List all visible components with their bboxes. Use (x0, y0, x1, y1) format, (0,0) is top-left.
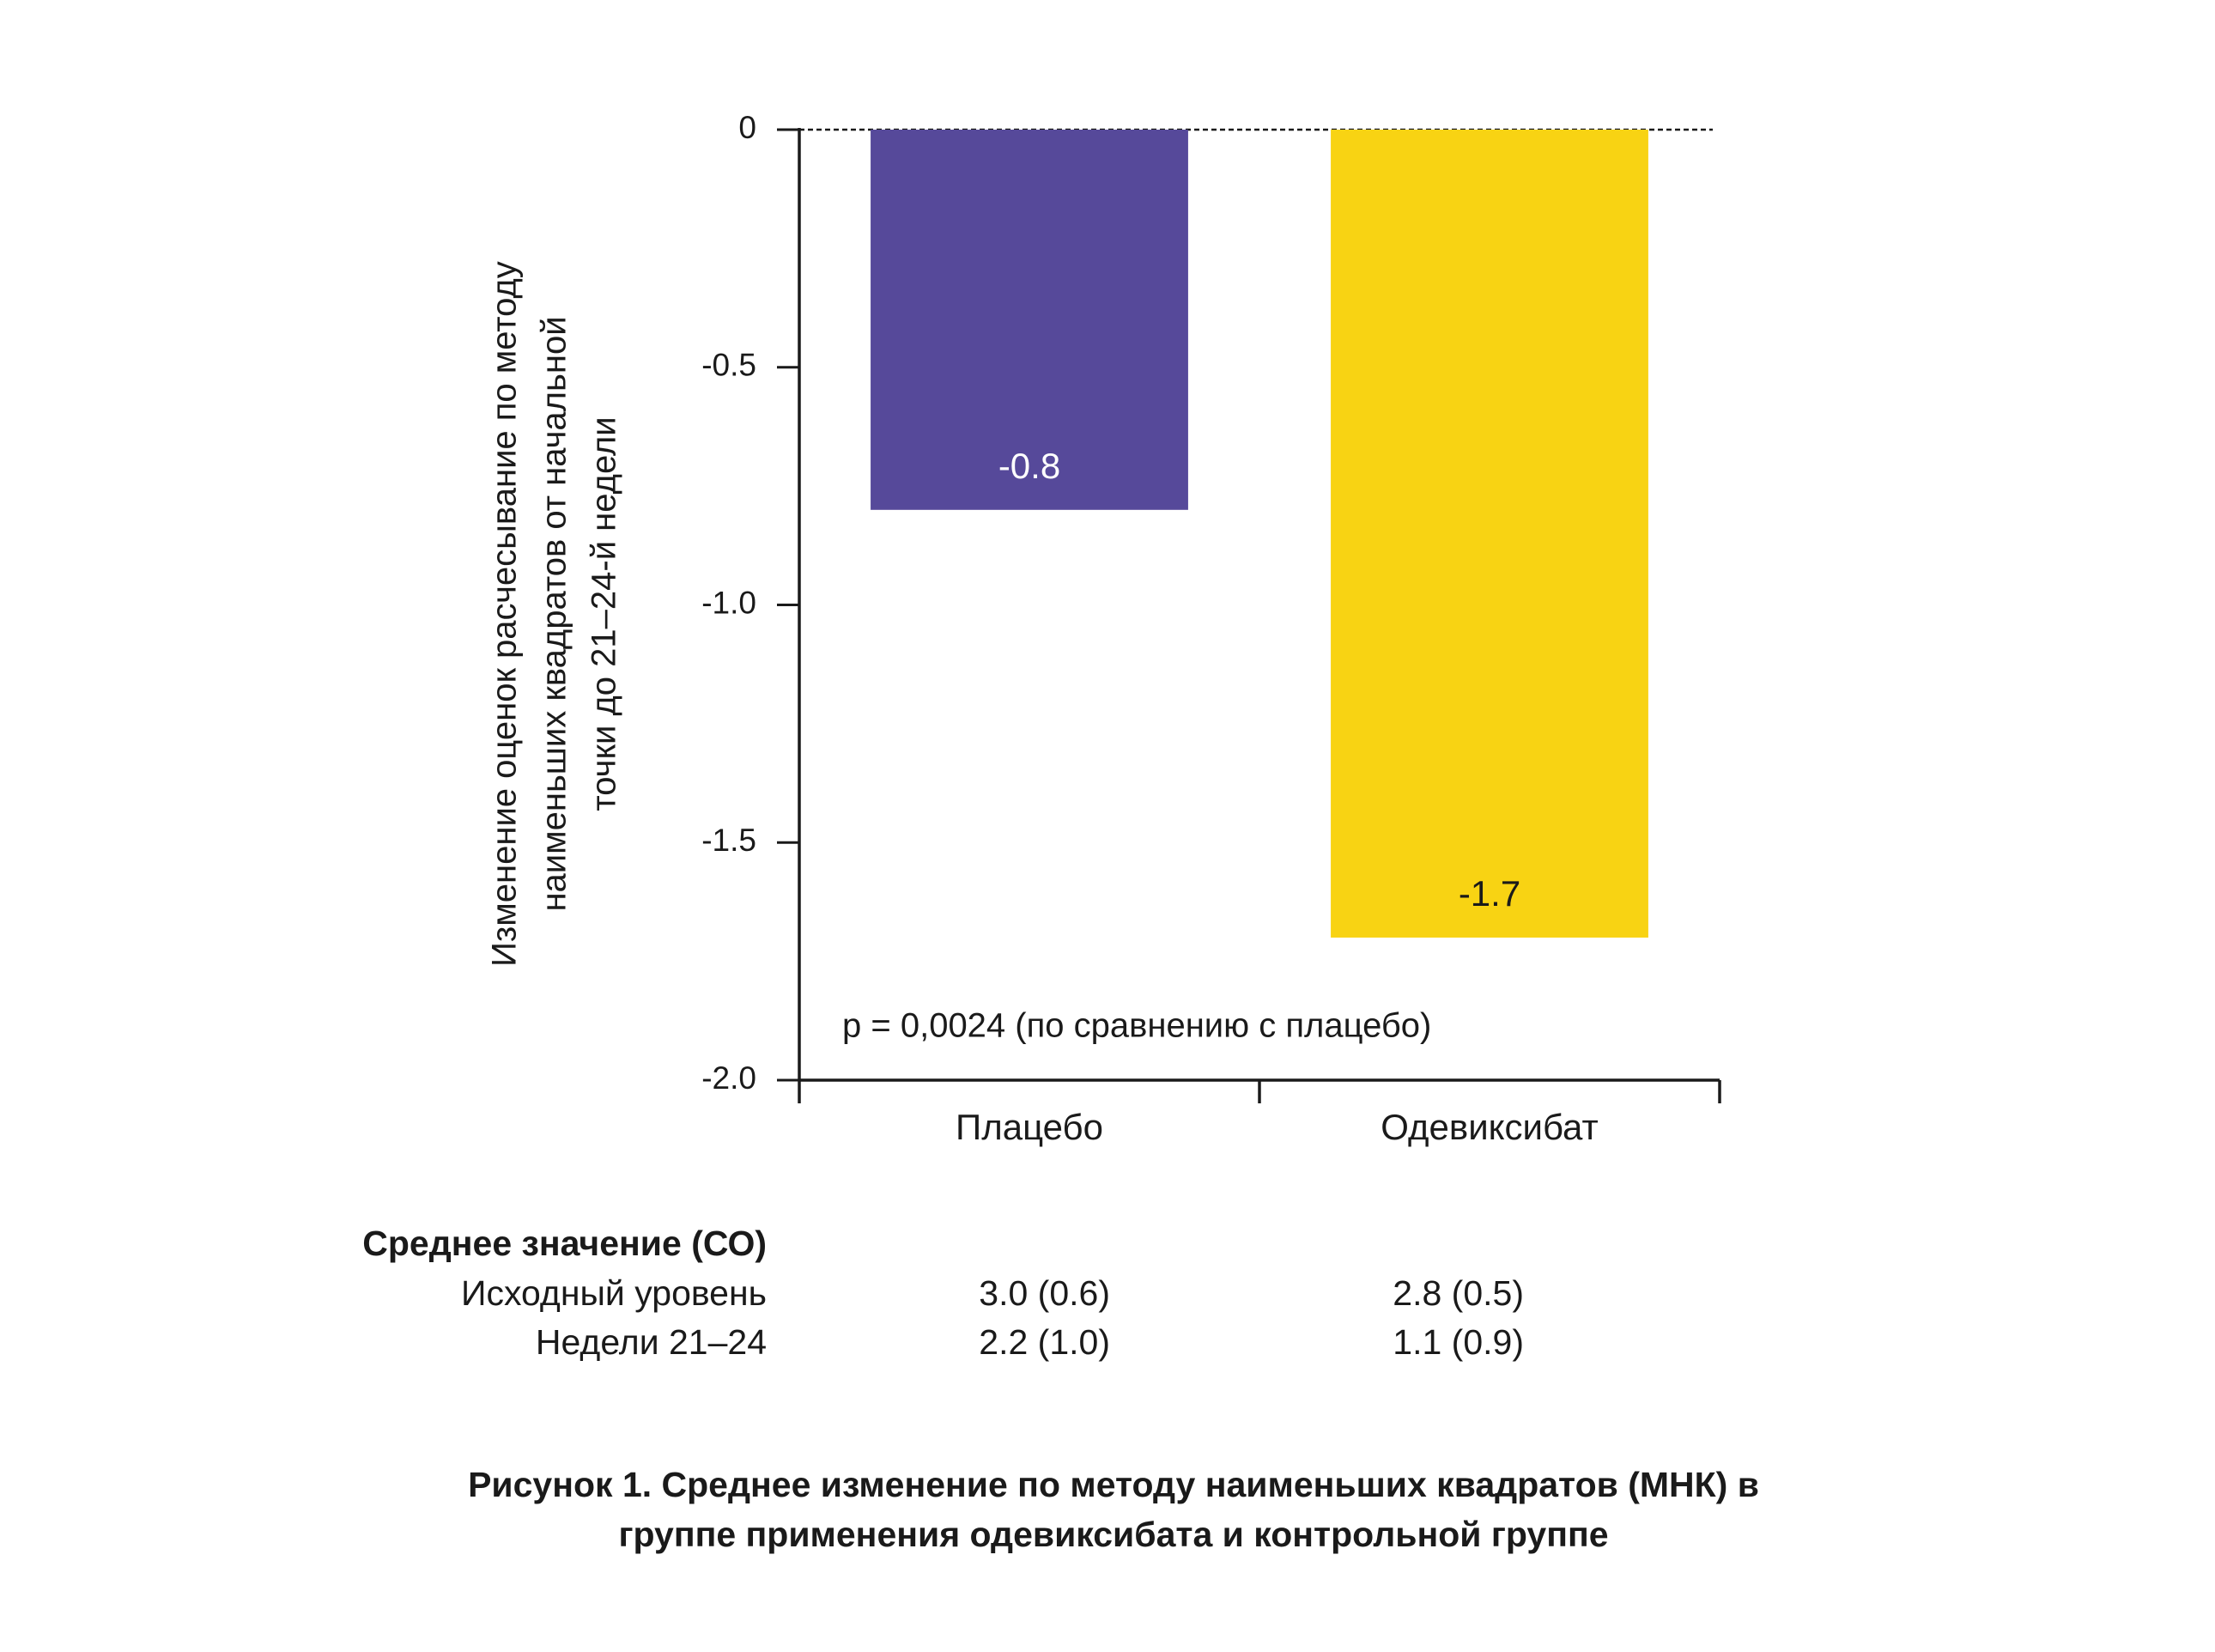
y-tick-label: -1.0 (701, 585, 756, 620)
annotation: p = 0,0024 (по сравнению с плацебо) (842, 1007, 1431, 1045)
table-title: Среднее значение (СО) (362, 1224, 767, 1263)
table-cell: 2.2 (1.0) (979, 1322, 1110, 1362)
caption: группе применения одевиксибата и контрол… (618, 1515, 1608, 1554)
y-tick-label: 0 (738, 110, 756, 145)
y-axis-label: наименьших квадратов от начальной (536, 316, 573, 911)
caption: Рисунок 1. Среднее изменение по методу н… (468, 1465, 1759, 1504)
value-label: -0.8 (998, 446, 1060, 486)
bar (1331, 130, 1648, 938)
table-row-label: Исходный уровень (461, 1273, 767, 1313)
table-cell: 1.1 (0.9) (1393, 1322, 1524, 1362)
y-tick-label: -2.0 (701, 1060, 756, 1096)
table-row-label: Недели 21–24 (536, 1322, 767, 1362)
table-cell: 3.0 (0.6) (979, 1273, 1110, 1313)
x-tick-label: Плацебо (956, 1107, 1103, 1147)
table-cell: 2.8 (0.5) (1393, 1273, 1524, 1313)
value-label: -1.7 (1459, 873, 1520, 914)
y-tick-label: -1.5 (701, 823, 756, 858)
x-tick-label: Одевиксибат (1381, 1107, 1598, 1147)
y-axis-label: Изменение оценок расчесывание по методу (486, 261, 524, 967)
bar (871, 130, 1188, 510)
y-axis-label: точки до 21–24-й недели (586, 416, 623, 811)
y-tick-label: -0.5 (701, 348, 756, 383)
